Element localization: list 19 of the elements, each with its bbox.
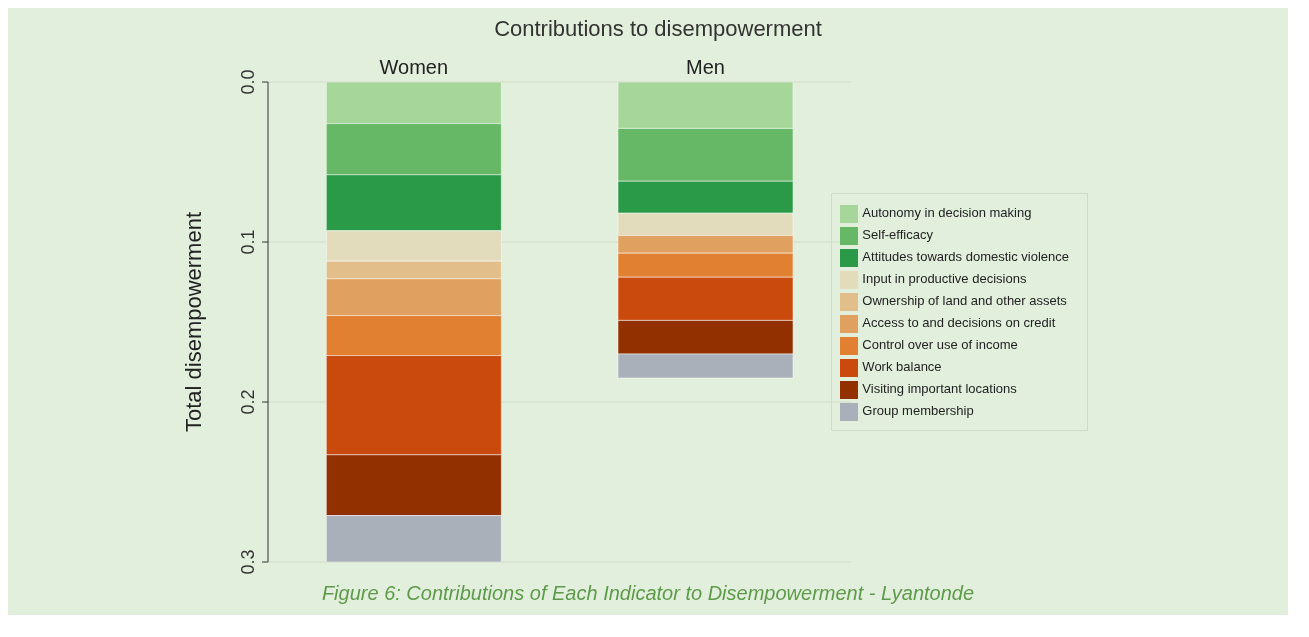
- legend-label: Control over use of income: [862, 337, 1018, 352]
- legend-label: Work balance: [862, 359, 942, 374]
- x-tick-label: Women: [379, 56, 449, 78]
- legend-label: Autonomy in decision making: [862, 205, 1032, 220]
- x-tick-label: Men: [686, 56, 725, 78]
- y-tick-label: 0.2: [238, 389, 258, 415]
- chart-title: Contributions to disempowerment: [493, 16, 823, 42]
- y-tick-label: 0.3: [238, 549, 258, 575]
- y-tick-label: 0.0: [238, 69, 258, 95]
- y-tick-label: 0.1: [238, 229, 258, 255]
- legend-label: Input in productive decisions: [862, 271, 1027, 286]
- legend-label: Visiting important locations: [862, 381, 1017, 396]
- legend-label: Attitudes towards domestic violence: [862, 249, 1069, 264]
- legend-label: Self-efficacy: [862, 227, 933, 242]
- legend-label: Access to and decisions on credit: [862, 315, 1056, 330]
- caption: Figure 6: Contributions of Each Indicator to Disempowerment - Lyantonde: [320, 582, 976, 606]
- legend-label: Ownership of land and other assets: [862, 293, 1067, 308]
- y-axis-title: Total disempowerment: [180, 211, 206, 433]
- legend-label: Group membership: [862, 403, 974, 418]
